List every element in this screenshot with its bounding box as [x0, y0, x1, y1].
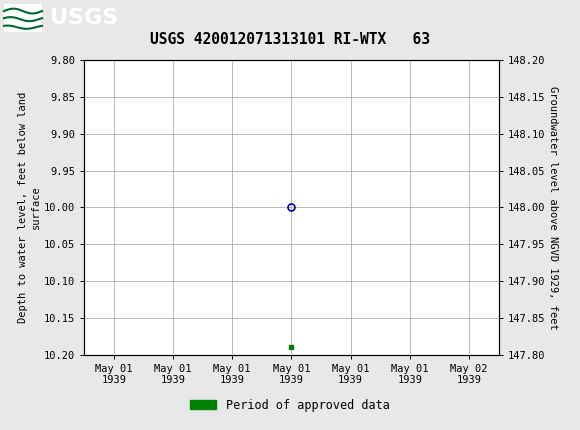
Text: USGS: USGS — [50, 8, 118, 28]
Y-axis label: Depth to water level, feet below land
surface: Depth to water level, feet below land su… — [18, 92, 41, 323]
Legend: Period of approved data: Period of approved data — [186, 394, 394, 416]
Y-axis label: Groundwater level above NGVD 1929, feet: Groundwater level above NGVD 1929, feet — [548, 86, 558, 329]
Bar — [4, 4, 42, 32]
Text: USGS 420012071313101 RI-WTX   63: USGS 420012071313101 RI-WTX 63 — [150, 33, 430, 47]
